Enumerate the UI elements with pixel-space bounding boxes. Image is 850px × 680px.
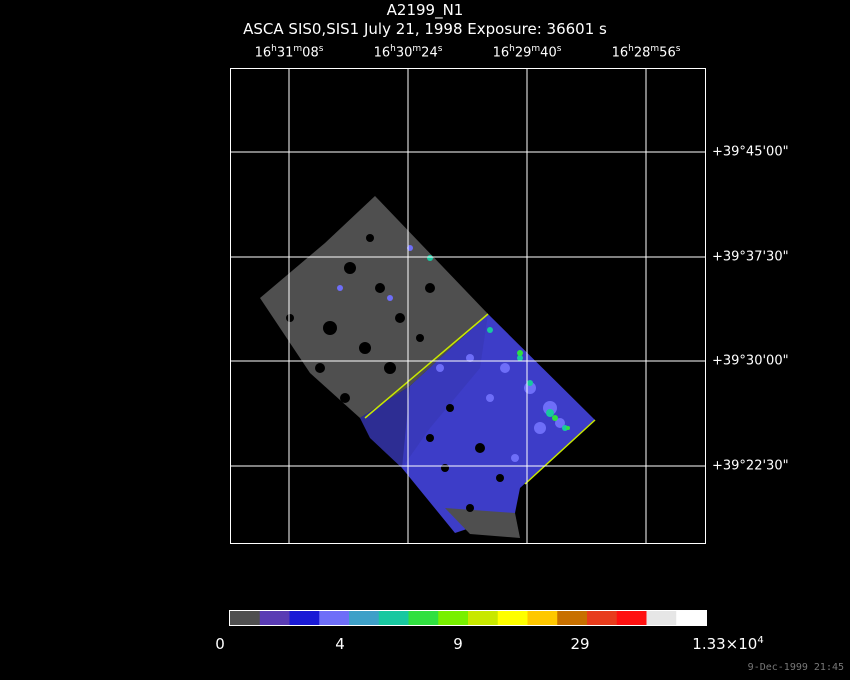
colorbar-swatch (230, 611, 261, 625)
timestamp: 9-Dec-1999 21:45 (747, 662, 844, 673)
ra-tick-label: 16h31m08s (254, 44, 324, 61)
ra-tick-label: 16h28m56s (611, 44, 681, 61)
ra-tick-label: 16h29m40s (492, 44, 562, 61)
colorbar-swatch (587, 611, 618, 625)
dec-tick-label: +39°37'30" (712, 249, 789, 265)
ra-tick-label: 16h30m24s (373, 44, 443, 61)
colorbar-swatch (259, 611, 290, 625)
colorbar-border (229, 610, 707, 626)
sky-image (260, 196, 596, 538)
colorbar-swatch (289, 611, 320, 625)
colorbar-swatch (646, 611, 677, 625)
colorbar-swatch (676, 611, 707, 625)
dec-tick-label: +39°22'30" (712, 458, 789, 474)
colorbar-swatch (527, 611, 558, 625)
colorbar-swatch (557, 611, 588, 625)
colorbar-swatch (378, 611, 409, 625)
dec-tick-label: +39°30'00" (712, 353, 789, 369)
colorbar-swatch (438, 611, 469, 625)
map-subtitle: ASCA SIS0,SIS1 July 21, 1998 Exposure: 3… (243, 20, 607, 38)
colorbar-swatch (319, 611, 350, 625)
map-title: A2199_N1 (386, 1, 464, 19)
colorbar-label: 0 (215, 635, 225, 653)
colorbar-swatch (468, 611, 499, 625)
colorbar (229, 610, 707, 626)
sky-map (230, 68, 706, 544)
colorbar-label: 4 (335, 635, 345, 653)
colorbar-swatch (616, 611, 647, 625)
colorbar-label: 29 (570, 635, 590, 653)
colorbar-swatch (497, 611, 528, 625)
colorbar-swatch (408, 611, 439, 625)
colorbar-swatch (349, 611, 380, 625)
coordinate-grid (230, 68, 706, 544)
colorbar-max-label: 1.33×104 (692, 635, 764, 653)
colorbar-label: 9 (453, 635, 463, 653)
dec-tick-label: +39°45'00" (712, 144, 789, 160)
